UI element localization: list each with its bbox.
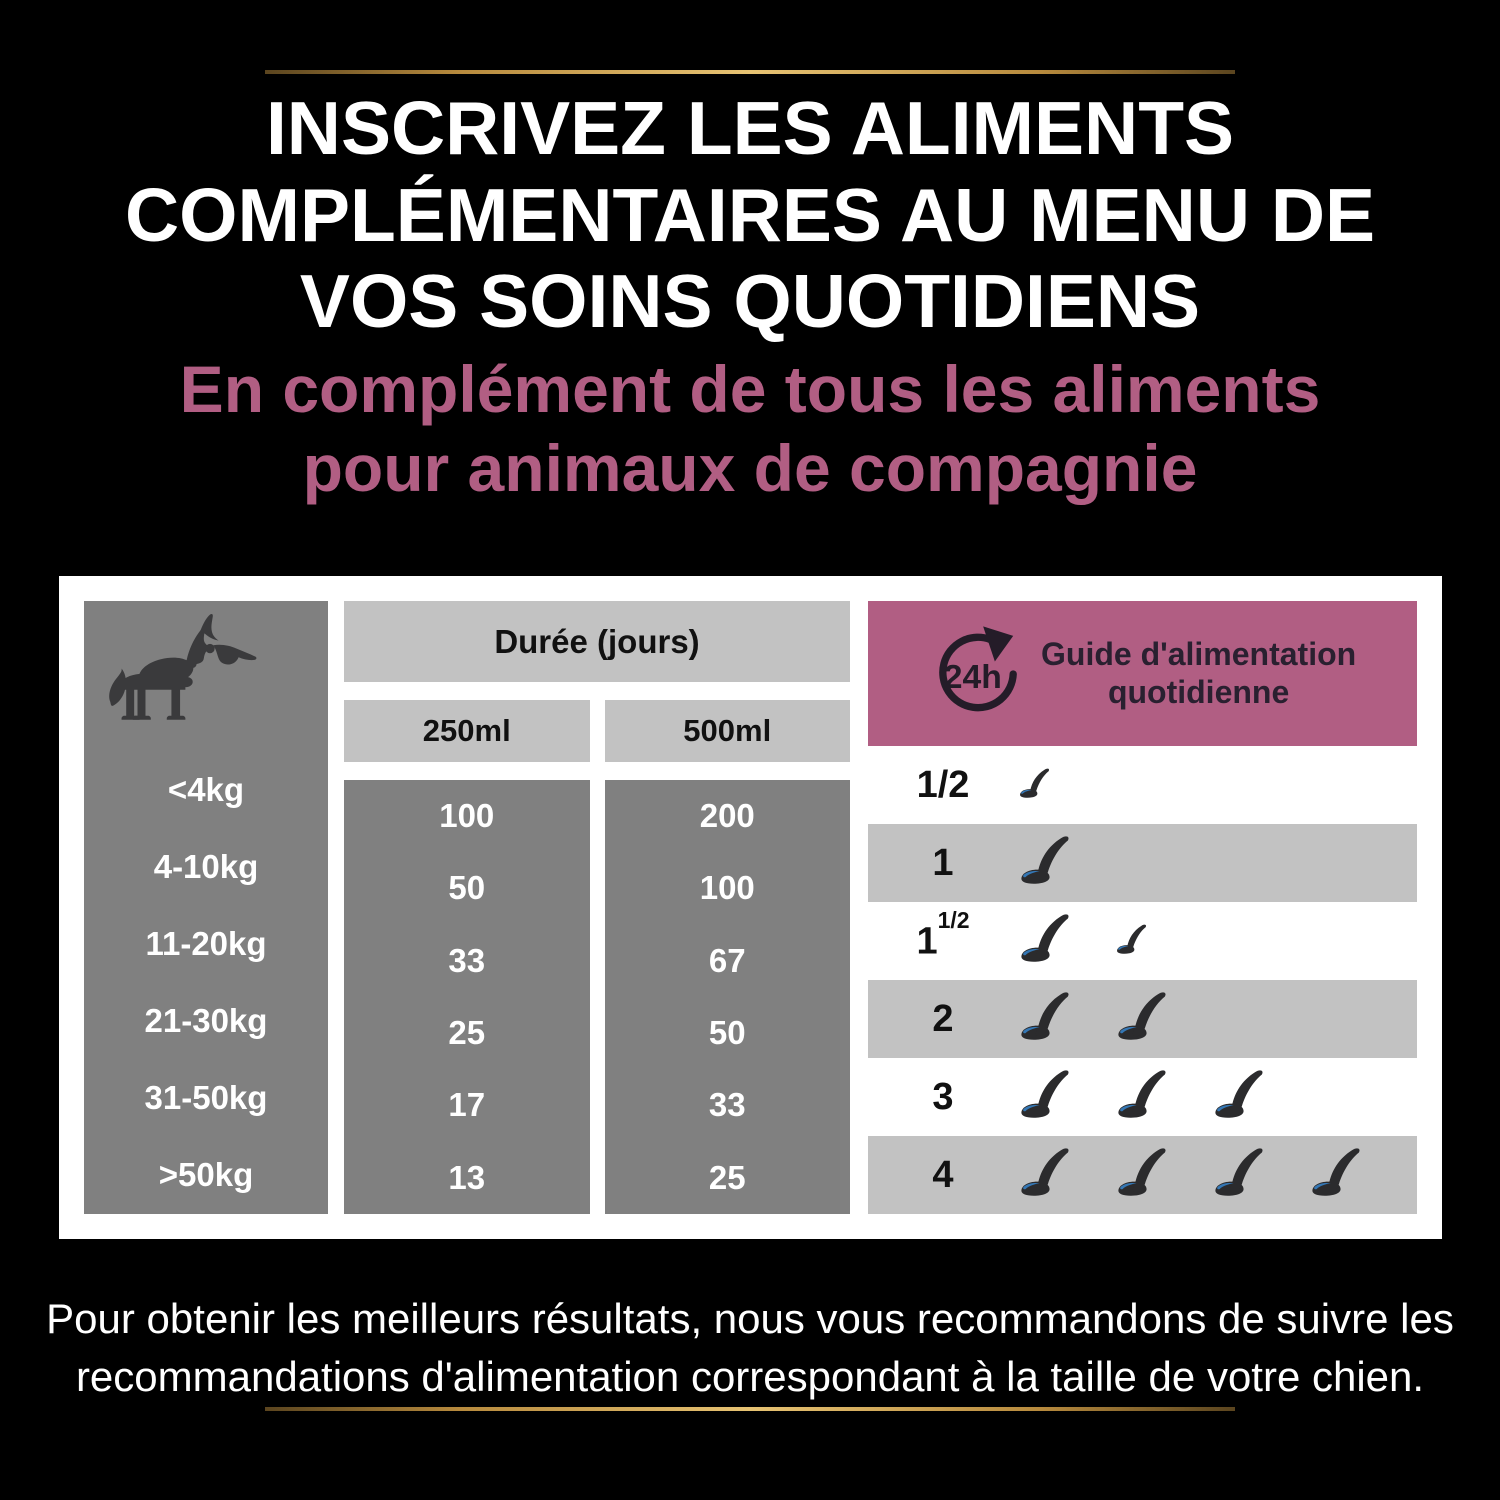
svg-text:24h: 24h [944, 657, 1002, 695]
